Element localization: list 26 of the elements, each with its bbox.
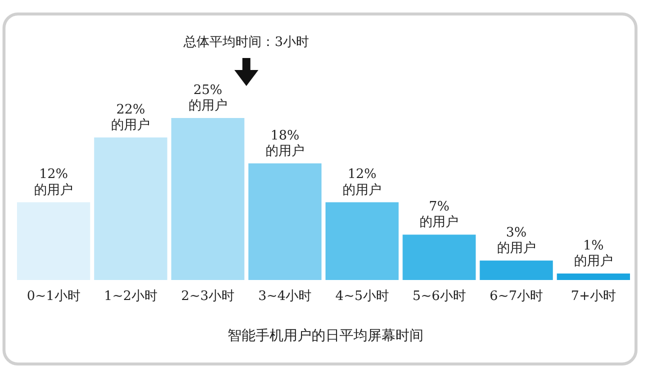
data-label: 22% 的用户 xyxy=(111,102,150,134)
data-label: 18% 的用户 xyxy=(265,128,304,159)
data-label: 25% 的用户 xyxy=(188,83,228,114)
bar xyxy=(171,118,244,280)
data-label: 12% 的用户 xyxy=(342,167,382,198)
x-tick-label: 3~4小时 xyxy=(258,289,312,304)
bar xyxy=(248,163,322,280)
x-axis-title: 智能手机用户的日平均屏幕时间 xyxy=(228,328,424,344)
bar xyxy=(402,234,476,280)
x-tick-label: 7+小时 xyxy=(570,289,616,304)
bar xyxy=(556,274,630,280)
bar xyxy=(17,202,90,280)
data-label: 12% 的用户 xyxy=(34,167,74,198)
x-tick-label: 0~1小时 xyxy=(26,289,80,304)
bar xyxy=(480,260,553,280)
bar xyxy=(326,202,399,280)
x-tick-label: 2~3小时 xyxy=(181,289,235,304)
x-tick-label: 4~5小时 xyxy=(335,289,389,304)
text: 总体平均时间：3小时 xyxy=(182,35,310,50)
data-label: 3% 的用户 xyxy=(496,226,536,256)
x-tick-label: 1~2小时 xyxy=(104,289,158,304)
data-label: 7% 的用户 xyxy=(420,200,459,230)
x-tick-label: 6~7小时 xyxy=(490,289,544,304)
x-tick-label: 5~6小时 xyxy=(412,289,466,304)
bar xyxy=(94,137,168,280)
data-label: 1% 的用户 xyxy=(574,238,613,270)
